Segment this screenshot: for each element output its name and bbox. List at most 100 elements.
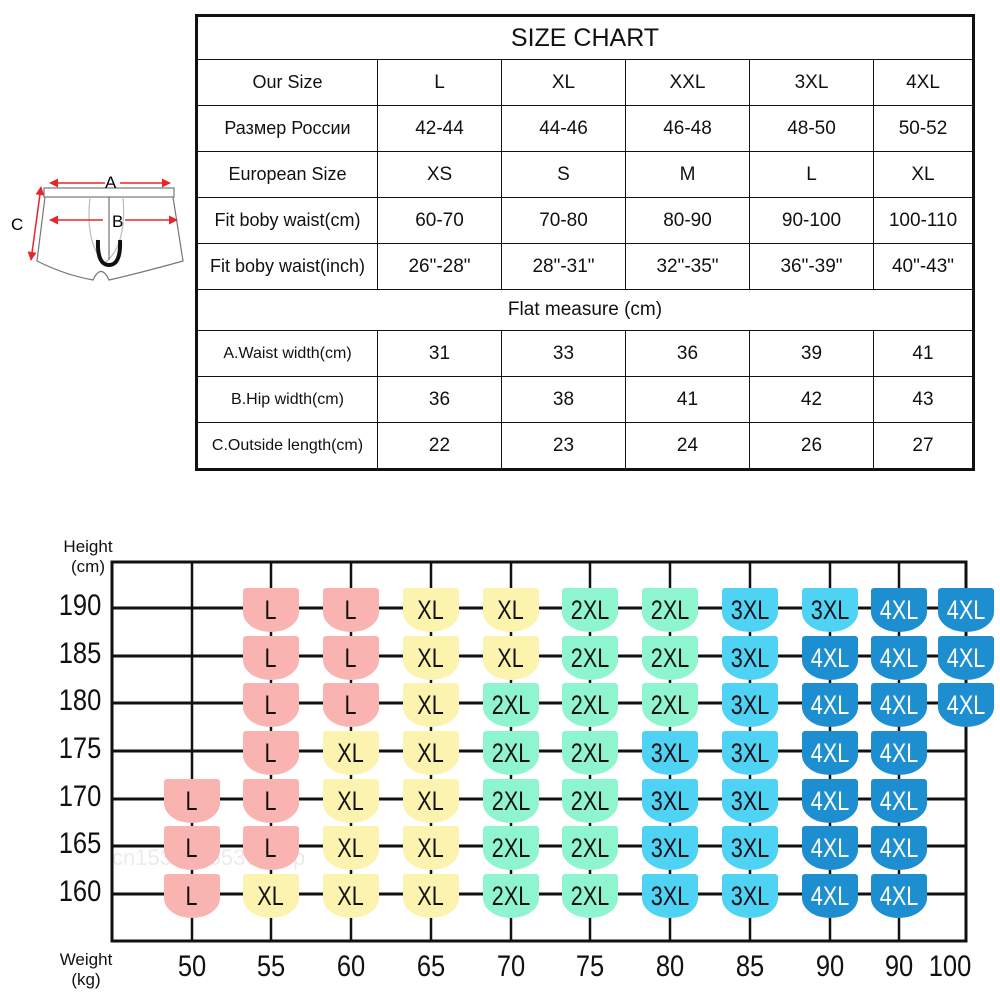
table-row: Fit boby waist(cm) 60-70 70-80 80-90 90-100 1… bbox=[196, 197, 974, 244]
size-badge-label: 4XL bbox=[879, 642, 919, 673]
size-badge-label: L bbox=[344, 642, 358, 673]
row-label: C.Outside length(cm) bbox=[196, 422, 378, 470]
y-axis-title-line1: Height bbox=[63, 537, 113, 556]
size-badge-3xl: 3XL bbox=[722, 779, 778, 823]
label-c: C bbox=[11, 215, 23, 234]
size-badge-label: 3XL bbox=[730, 832, 770, 863]
flat-measure-heading: Flat measure (cm) bbox=[196, 289, 974, 331]
table-cell: 31 bbox=[377, 330, 502, 377]
size-badge-2xl: 2XL bbox=[562, 636, 618, 680]
y-tick-label: 170 bbox=[58, 780, 102, 813]
size-badge-label: 2XL bbox=[491, 832, 531, 863]
label-b: B bbox=[112, 212, 123, 231]
y-tick-label: 165 bbox=[58, 827, 102, 860]
size-badge-label: XL bbox=[417, 689, 445, 720]
size-badge-xl: XL bbox=[403, 636, 459, 680]
size-badge-2xl: 2XL bbox=[483, 826, 539, 870]
y-axis-title-line2: (cm) bbox=[71, 557, 105, 576]
size-badge-label: XL bbox=[417, 832, 445, 863]
size-badge-4xl: 4XL bbox=[802, 779, 858, 823]
size-badge-label: 4XL bbox=[810, 642, 850, 673]
x-tick-label: 100 bbox=[928, 950, 972, 983]
size-badge-label: 3XL bbox=[730, 880, 770, 911]
table-cell: XL bbox=[873, 151, 974, 198]
size-badge-label: XL bbox=[417, 594, 445, 625]
table-cell: 24 bbox=[625, 422, 750, 470]
size-badge-label: XL bbox=[497, 594, 525, 625]
size-badge-label: 2XL bbox=[650, 689, 690, 720]
size-badge-4xl: 4XL bbox=[802, 731, 858, 775]
size-badge-4xl: 4XL bbox=[871, 731, 927, 775]
table-cell: 41 bbox=[873, 330, 974, 377]
size-badge-4xl: 4XL bbox=[871, 826, 927, 870]
height-weight-size-grid: cn1534706537shop Height (cm) Weight (kg)… bbox=[0, 530, 1000, 1000]
size-badge-3xl: 3XL bbox=[642, 874, 698, 918]
size-badge-3xl: 3XL bbox=[642, 826, 698, 870]
size-badge-4xl: 4XL bbox=[871, 779, 927, 823]
size-badge-label: 2XL bbox=[491, 785, 531, 816]
size-badge-label: L bbox=[264, 737, 278, 768]
size-badge-label: 2XL bbox=[650, 642, 690, 673]
size-badge-2xl: 2XL bbox=[483, 779, 539, 823]
size-badge-label: L bbox=[264, 785, 278, 816]
size-badge-2xl: 2XL bbox=[642, 683, 698, 727]
size-badge-label: L bbox=[185, 832, 199, 863]
table-row: A.Waist width(cm) 31 33 36 39 41 bbox=[196, 330, 974, 377]
table-cell: 80-90 bbox=[625, 197, 750, 244]
size-badge-label: 4XL bbox=[879, 737, 919, 768]
size-badge-label: L bbox=[264, 832, 278, 863]
size-badge-label: 2XL bbox=[491, 880, 531, 911]
row-label: Размер России bbox=[196, 105, 378, 152]
y-tick-label: 180 bbox=[58, 684, 102, 717]
x-tick-label: 55 bbox=[256, 950, 286, 983]
size-badge-2xl: 2XL bbox=[562, 588, 618, 632]
x-tick-label: 60 bbox=[336, 950, 366, 983]
table-cell: 46-48 bbox=[625, 105, 750, 152]
table-cell: 42-44 bbox=[377, 105, 502, 152]
size-badge-4xl: 4XL bbox=[938, 588, 994, 632]
size-badge-label: 3XL bbox=[730, 785, 770, 816]
y-tick-label: 175 bbox=[58, 732, 102, 765]
table-cell: L bbox=[377, 59, 502, 106]
y-tick-label: 185 bbox=[58, 637, 102, 670]
table-row: Fit boby waist(inch) 26"-28" 28"-31" 32"-35… bbox=[196, 243, 974, 290]
size-badge-label: 2XL bbox=[570, 642, 610, 673]
size-badge-label: 4XL bbox=[946, 594, 986, 625]
size-badge-label: L bbox=[185, 880, 199, 911]
size-badge-label: XL bbox=[497, 642, 525, 673]
size-badge-label: XL bbox=[417, 642, 445, 673]
size-badge-l: L bbox=[243, 731, 299, 775]
size-badge-label: 4XL bbox=[810, 785, 850, 816]
size-badge-label: 4XL bbox=[810, 880, 850, 911]
table-cell: 26 bbox=[749, 422, 874, 470]
size-badge-l: L bbox=[164, 779, 220, 823]
size-badge-3xl: 3XL bbox=[722, 683, 778, 727]
x-tick-label: 85 bbox=[735, 950, 765, 983]
size-badge-label: XL bbox=[337, 737, 365, 768]
y-axis-title: Height (cm) bbox=[55, 537, 121, 577]
size-badge-label: 4XL bbox=[810, 737, 850, 768]
size-badge-l: L bbox=[164, 874, 220, 918]
x-axis-title-line2: (kg) bbox=[71, 970, 101, 989]
size-badge-xl: XL bbox=[323, 779, 379, 823]
size-badge-2xl: 2XL bbox=[562, 731, 618, 775]
size-badge-l: L bbox=[323, 683, 379, 727]
size-badge-xl: XL bbox=[323, 731, 379, 775]
size-badge-label: 2XL bbox=[570, 785, 610, 816]
table-row: B.Hip width(cm) 36 38 41 42 43 bbox=[196, 376, 974, 423]
size-badge-label: 3XL bbox=[650, 785, 690, 816]
size-badge-label: 4XL bbox=[946, 689, 986, 720]
size-badge-label: 4XL bbox=[879, 785, 919, 816]
size-badge-3xl: 3XL bbox=[722, 636, 778, 680]
size-badge-xl: XL bbox=[483, 636, 539, 680]
row-label: Our Size bbox=[196, 59, 378, 106]
table-cell: 43 bbox=[873, 376, 974, 423]
size-badge-label: 3XL bbox=[650, 832, 690, 863]
size-badge-3xl: 3XL bbox=[802, 588, 858, 632]
size-badge-4xl: 4XL bbox=[871, 874, 927, 918]
size-badge-3xl: 3XL bbox=[722, 588, 778, 632]
size-badge-2xl: 2XL bbox=[562, 779, 618, 823]
y-tick-label: 160 bbox=[58, 875, 102, 908]
table-cell: 48-50 bbox=[749, 105, 874, 152]
size-badge-3xl: 3XL bbox=[722, 874, 778, 918]
